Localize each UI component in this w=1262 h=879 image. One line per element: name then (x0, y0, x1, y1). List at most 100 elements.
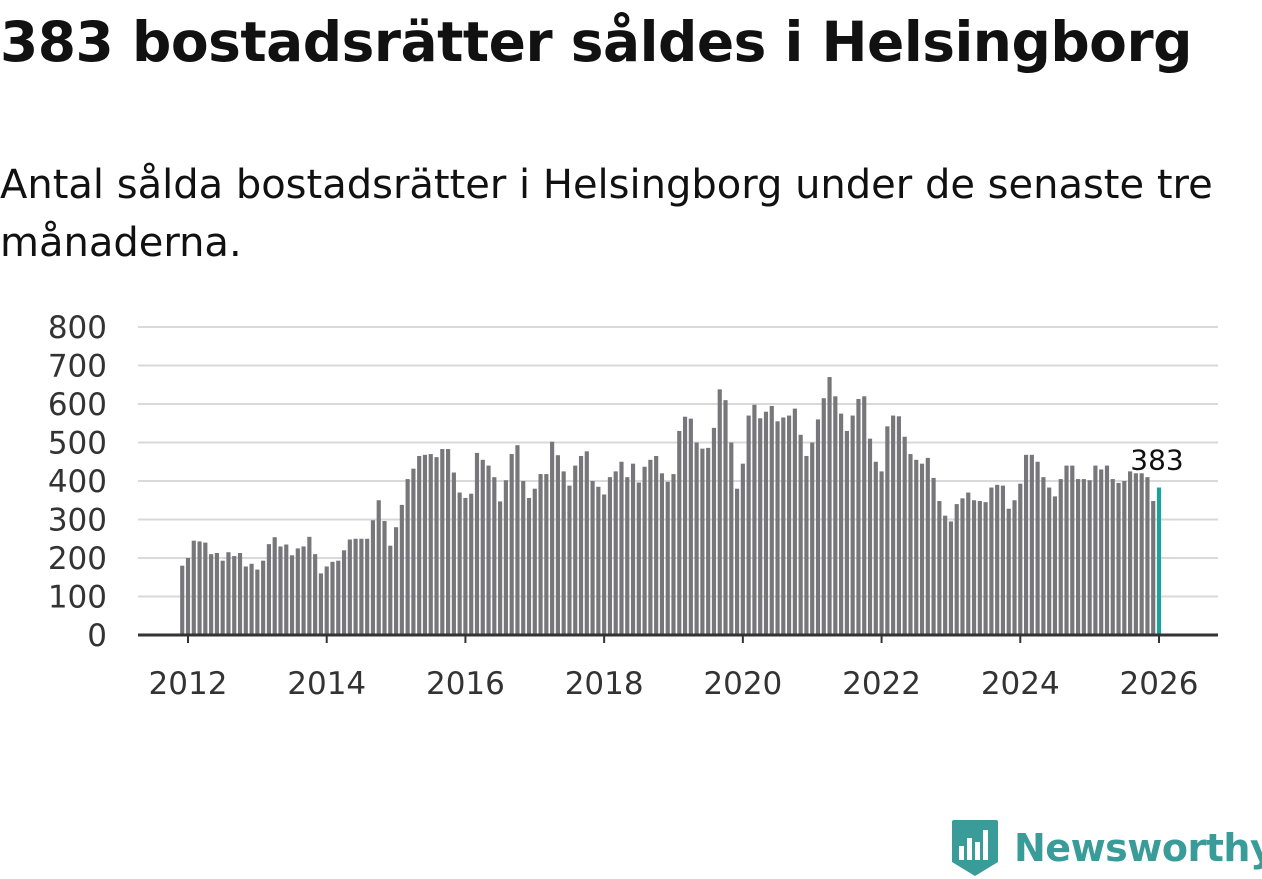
bar (740, 463, 745, 635)
bar (1151, 501, 1156, 635)
y-tick-label: 300 (48, 503, 107, 539)
bar (422, 454, 428, 635)
bar (492, 477, 497, 635)
bar (214, 553, 219, 635)
bar (376, 500, 381, 635)
bar (538, 474, 543, 635)
bar (1133, 473, 1138, 635)
bar (775, 421, 780, 635)
bar (440, 449, 445, 635)
bar (446, 449, 451, 635)
bar (532, 488, 537, 635)
newsworthy-logo: Newsworthy (950, 818, 1262, 878)
bar (654, 455, 659, 635)
bar (839, 413, 844, 636)
bar (1122, 481, 1127, 635)
bar (948, 521, 954, 635)
bar (1041, 477, 1046, 635)
bar (365, 538, 370, 635)
bar (226, 552, 231, 635)
bar (902, 436, 907, 635)
bar (180, 565, 185, 635)
bar (480, 459, 485, 635)
bar (821, 398, 826, 635)
bar (301, 546, 306, 635)
bar (353, 538, 358, 635)
bar (891, 415, 896, 635)
y-tick-label: 700 (48, 349, 107, 385)
bar (960, 498, 965, 635)
bar (561, 471, 566, 636)
bar (359, 538, 364, 635)
bar (411, 468, 416, 635)
bar (862, 396, 867, 635)
bar (729, 442, 734, 635)
bar (197, 541, 202, 635)
bar (914, 459, 919, 635)
bar (590, 481, 595, 635)
bar (1110, 479, 1115, 635)
bar (272, 537, 277, 635)
bar (573, 465, 578, 635)
y-tick-label: 400 (48, 464, 107, 500)
bar (521, 481, 526, 635)
bar (971, 500, 977, 635)
last-value-label: 383 (1130, 444, 1183, 477)
bar (625, 477, 630, 635)
bar (873, 461, 878, 635)
bar (330, 561, 335, 635)
bar (203, 542, 208, 635)
bar (278, 546, 283, 635)
bar (393, 527, 399, 635)
bar (758, 418, 763, 635)
bar (486, 465, 491, 635)
bar (1047, 487, 1052, 635)
bar (347, 539, 352, 635)
bar (370, 520, 376, 635)
bar (810, 442, 815, 635)
bar-highlight (1156, 487, 1162, 635)
bar (1081, 479, 1086, 635)
bar (220, 560, 225, 635)
x-tick-label: 2014 (287, 666, 366, 702)
bar (1093, 465, 1098, 635)
bar (688, 418, 693, 635)
bar (706, 447, 711, 635)
bar (324, 566, 329, 635)
bar (544, 474, 549, 635)
bar (856, 399, 861, 635)
bar (613, 471, 618, 636)
bar (746, 415, 751, 635)
bar (954, 504, 959, 635)
bar (249, 563, 254, 635)
bar (602, 494, 607, 635)
bar (1087, 480, 1092, 635)
bar (596, 486, 601, 635)
y-tick-label: 500 (48, 426, 107, 462)
bar (318, 573, 324, 635)
bar (827, 377, 832, 635)
bar (966, 492, 971, 635)
bar (1076, 479, 1081, 635)
x-tick-label: 2020 (703, 666, 782, 702)
bar (798, 434, 803, 635)
bar (185, 558, 191, 635)
bar (503, 480, 508, 635)
bar (896, 416, 901, 635)
bar (943, 515, 948, 635)
chart-title: 383 bostadsrätter såldes i Helsingborg (0, 10, 1192, 74)
bar (237, 553, 243, 635)
bar (1029, 454, 1034, 635)
x-tick-label: 2024 (981, 666, 1060, 702)
bar (937, 501, 942, 635)
bar (677, 430, 682, 635)
bar (659, 473, 665, 635)
y-tick-label: 800 (48, 310, 107, 346)
bar (567, 485, 572, 635)
bar (919, 463, 925, 635)
bar (1023, 454, 1029, 635)
bar (833, 396, 838, 635)
bar (434, 457, 439, 635)
bar (908, 454, 913, 635)
